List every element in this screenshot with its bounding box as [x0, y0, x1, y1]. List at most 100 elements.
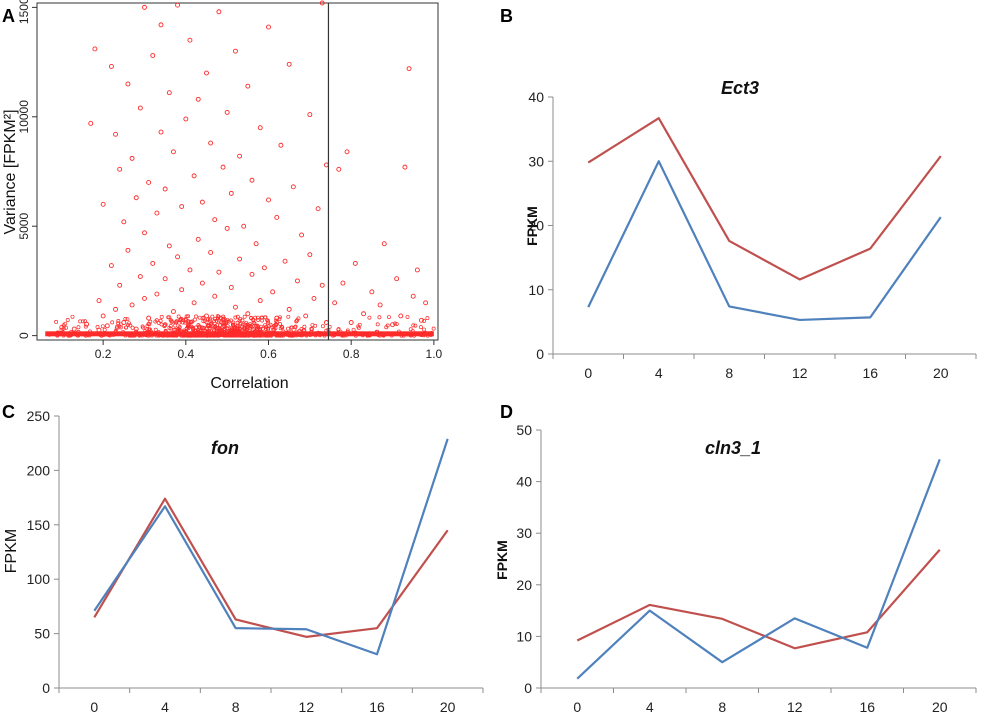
- baseline-point: [230, 322, 235, 327]
- baseline-point: [54, 319, 59, 324]
- scatter-point: [315, 206, 321, 212]
- scatter-point: [220, 324, 226, 330]
- scatter-point: [204, 70, 209, 76]
- scatter-point: [290, 184, 296, 190]
- scatter-point: [55, 330, 61, 336]
- baseline-point: [186, 314, 191, 319]
- baseline-point: [193, 325, 198, 330]
- scatter-point: [381, 241, 387, 247]
- scatter-point: [113, 131, 118, 137]
- baseline-point: [309, 326, 314, 331]
- baseline-point: [244, 320, 249, 325]
- x-tick-label: 0: [90, 699, 98, 715]
- scatter-point: [257, 298, 263, 304]
- scatter-point: [390, 322, 395, 328]
- baseline-point: [158, 318, 163, 323]
- scatter-point: [224, 225, 230, 231]
- series-line-red: [93, 497, 449, 638]
- scatter-point: [142, 295, 147, 301]
- scatter-point: [125, 81, 131, 87]
- scatter-point: [278, 142, 284, 148]
- scatter-point: [154, 210, 160, 216]
- x-tick-label: 0.6: [260, 347, 277, 361]
- baseline-point: [252, 326, 257, 331]
- scatter-point: [129, 302, 135, 308]
- baseline-point: [238, 316, 243, 321]
- scatter-point: [146, 179, 152, 185]
- baseline-point: [233, 315, 238, 320]
- x-tick-label: 12: [792, 365, 808, 381]
- baseline-point: [264, 327, 269, 332]
- x-tick-label: 20: [440, 699, 456, 715]
- scatter-point: [274, 215, 280, 220]
- scatter-point: [204, 313, 209, 319]
- scatter-point: [245, 311, 251, 317]
- scatter-point: [80, 331, 85, 337]
- baseline-point: [263, 323, 267, 328]
- baseline-point: [384, 325, 389, 330]
- baseline-point: [102, 327, 107, 332]
- series-line-blue: [587, 160, 942, 322]
- baseline-point: [115, 321, 120, 326]
- baseline-point: [126, 322, 130, 327]
- x-tick-label: 12: [299, 699, 315, 715]
- x-tick-label: 8: [725, 365, 733, 381]
- panel-label: B: [500, 6, 513, 26]
- x-tick-label: 12: [787, 699, 803, 715]
- baseline-point: [251, 318, 256, 323]
- baseline-point: [209, 321, 214, 326]
- baseline-point: [235, 314, 240, 319]
- baseline-point: [294, 319, 299, 324]
- scatter-point: [88, 120, 94, 126]
- baseline-point: [159, 314, 164, 319]
- scatter-point: [195, 236, 201, 242]
- y-axis-label: FPKM: [3, 529, 20, 573]
- scatter-point: [224, 109, 230, 115]
- scatter-point: [261, 265, 267, 271]
- baseline-point: [130, 325, 135, 330]
- scatter-point: [96, 327, 102, 333]
- series-line-blue: [93, 438, 449, 656]
- y-tick-label: 0: [524, 680, 532, 696]
- baseline-point: [207, 318, 212, 323]
- baseline-point: [248, 324, 253, 328]
- baseline-point: [206, 323, 211, 328]
- scatter-point: [133, 195, 139, 201]
- baseline-point: [336, 327, 341, 332]
- scatter-point: [108, 64, 114, 69]
- baseline-dense: [45, 331, 434, 337]
- baseline-point: [217, 326, 222, 331]
- baseline-point: [216, 318, 221, 323]
- chart-title: cln3_1: [705, 438, 761, 458]
- y-tick-label: 50: [34, 626, 50, 642]
- scatter-point: [344, 149, 350, 155]
- scatter-point: [402, 164, 408, 170]
- baseline-point: [116, 319, 121, 323]
- scatter-point: [340, 280, 346, 286]
- scatter-point: [100, 313, 106, 319]
- baseline-point: [286, 326, 290, 331]
- baseline-point: [313, 323, 318, 328]
- baseline-point: [256, 317, 261, 322]
- y-tick-label: 10000: [17, 100, 31, 134]
- baseline-point: [146, 322, 151, 327]
- baseline-point: [225, 326, 230, 331]
- y-tick-label: 150: [27, 517, 51, 533]
- scatter-point: [307, 112, 313, 118]
- scatter-point: [162, 186, 168, 192]
- baseline-point: [320, 324, 325, 329]
- scatter-point: [150, 53, 156, 58]
- x-tick-label: 1.0: [426, 347, 443, 361]
- scatter-point: [113, 306, 118, 312]
- x-tick-label: 0.2: [95, 347, 112, 361]
- scatter-point: [121, 219, 127, 225]
- baseline-point: [199, 325, 204, 330]
- baseline-point: [351, 327, 356, 332]
- x-tick-label: 8: [232, 699, 240, 715]
- scatter-point: [369, 289, 375, 295]
- x-tick-label: 16: [862, 365, 878, 381]
- baseline-point: [394, 322, 399, 327]
- baseline-point: [405, 314, 410, 319]
- scatter-point: [170, 309, 176, 315]
- scatter-point: [216, 269, 222, 275]
